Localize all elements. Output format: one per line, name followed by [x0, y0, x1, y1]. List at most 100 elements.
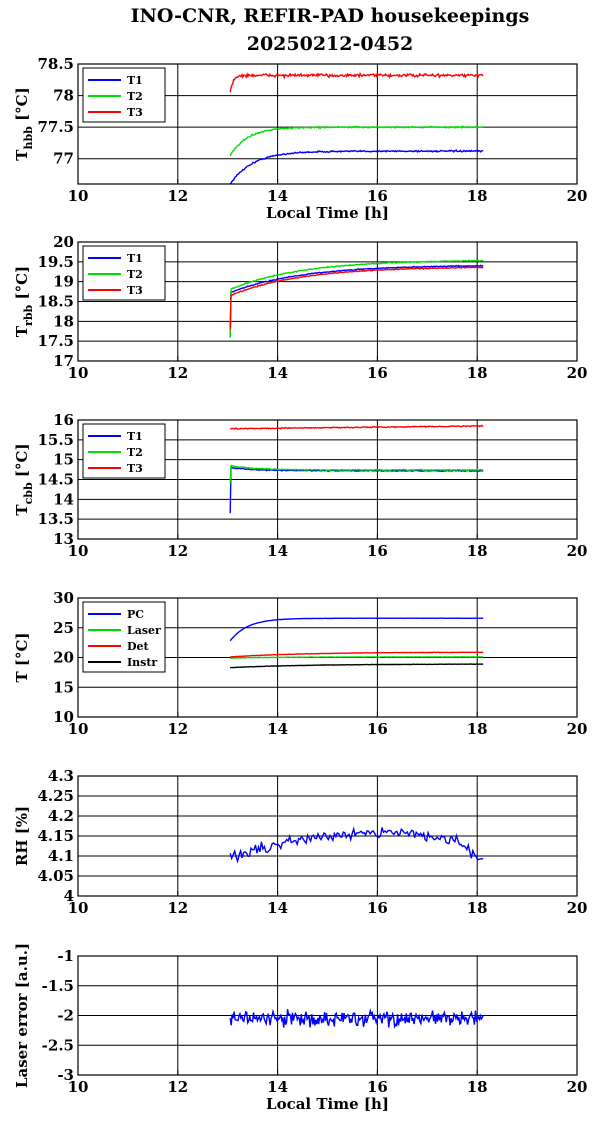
x-tick-label: 16: [367, 542, 388, 560]
x-tick-label: 16: [367, 187, 388, 205]
y-axis-label: Tcbb [°C]: [13, 443, 35, 515]
x-tick-label: 18: [467, 187, 488, 205]
legend-label: T1: [127, 252, 143, 265]
x-tick-label: 18: [467, 542, 488, 560]
legend-label: PC: [127, 608, 144, 621]
y-axis-label: Laser error [a.u.]: [13, 943, 31, 1088]
series-line-data: [229, 826, 484, 864]
x-tick-label: 20: [567, 1078, 588, 1096]
plot-frame: [77, 775, 578, 897]
legend: T1 T2 T3: [82, 423, 166, 479]
series-line-t1: [229, 466, 484, 514]
legend-label: Laser: [127, 624, 161, 637]
y-tick-label: 20: [53, 649, 74, 667]
series-line-data: [229, 1008, 484, 1030]
plot-frame: [77, 63, 578, 185]
y-tick-label: 19.5: [37, 253, 74, 271]
y-axis-label: Thbb [°C]: [13, 87, 35, 160]
series-line-pc: [229, 617, 484, 642]
x-tick-label: 20: [567, 542, 588, 560]
chart-panel-4: 10 12 14 16 18 20 10 15 20 25 30 T [°C] PC Laser Det In…: [13, 589, 587, 738]
x-tick-label: 12: [167, 542, 188, 560]
series-line-t1: [229, 264, 484, 338]
y-tick-label: 19: [53, 273, 74, 291]
x-axis-label: Local Time [h]: [266, 1095, 389, 1113]
x-tick-label: 10: [68, 899, 89, 917]
y-tick-label: 78.5: [37, 55, 74, 73]
y-tick-label: 4.2: [48, 807, 74, 825]
x-tick-label: 10: [68, 720, 89, 738]
legend-label: T3: [127, 284, 143, 297]
series-line-instr: [229, 663, 484, 669]
series-line-t1: [229, 149, 484, 185]
y-axis-label: RH [%]: [13, 806, 31, 866]
y-tick-label: 4.1: [48, 847, 74, 865]
y-tick-label: 4.05: [37, 867, 74, 885]
y-tick-label: 14.5: [37, 471, 74, 489]
x-tick-label: 10: [68, 187, 89, 205]
x-tick-label: 18: [467, 720, 488, 738]
y-tick-label: -3: [57, 1066, 74, 1084]
figure-title: INO-CNR, REFIR-PAD housekeepings: [131, 5, 530, 27]
y-tick-label: 77: [53, 150, 74, 168]
y-tick-label: -1: [57, 947, 74, 965]
legend: T1 T2 T3: [82, 67, 166, 123]
x-tick-label: 14: [267, 187, 288, 205]
x-tick-label: 16: [367, 899, 388, 917]
plot-frame: [77, 241, 578, 362]
plot-frame: [77, 955, 578, 1076]
x-tick-label: 12: [167, 1078, 188, 1096]
x-tick-label: 12: [167, 720, 188, 738]
x-tick-label: 14: [267, 720, 288, 738]
legend: T1 T2 T3: [82, 245, 166, 301]
figure-subtitle: 20250212-0452: [247, 33, 414, 55]
x-tick-label: 14: [267, 542, 288, 560]
legend: PC Laser Det Instr: [82, 601, 166, 673]
y-tick-label: 78: [53, 87, 74, 105]
x-tick-label: 14: [267, 899, 288, 917]
y-tick-label: 4.15: [37, 827, 74, 845]
series-line-t2: [229, 259, 484, 338]
legend-label: Det: [127, 640, 150, 653]
legend-label: T2: [127, 268, 143, 281]
x-tick-label: 20: [567, 364, 588, 382]
x-tick-label: 18: [467, 1078, 488, 1096]
y-tick-label: 15.5: [37, 431, 74, 449]
x-tick-label: 12: [167, 899, 188, 917]
x-tick-label: 18: [467, 899, 488, 917]
y-tick-label: 17: [53, 352, 74, 370]
y-tick-label: 15: [53, 451, 74, 469]
y-axis-label: Trbb [°C]: [13, 266, 35, 337]
legend-label: T1: [127, 430, 143, 443]
y-tick-label: 4.25: [37, 787, 74, 805]
series-line-t2: [229, 464, 484, 484]
y-tick-label: 16: [53, 411, 74, 429]
y-tick-label: -2.5: [42, 1036, 74, 1054]
x-tick-label: 18: [467, 364, 488, 382]
y-tick-label: 4: [64, 887, 74, 905]
x-tick-label: 16: [367, 1078, 388, 1096]
x-axis-label: Local Time [h]: [266, 204, 389, 222]
series-line-laser: [230, 655, 484, 659]
series-line-t3: [229, 266, 484, 330]
x-tick-label: 20: [567, 899, 588, 917]
x-tick-label: 16: [367, 364, 388, 382]
chart-panel-1: 10 12 14 16 18 20 77 77.5 78 78.5 Local Time [h] Th…: [13, 55, 587, 222]
x-tick-label: 20: [567, 720, 588, 738]
series-line-t2: [229, 125, 484, 157]
x-tick-label: 14: [267, 364, 288, 382]
y-tick-label: 14: [53, 490, 74, 508]
x-tick-label: 12: [167, 187, 188, 205]
x-tick-label: 20: [567, 187, 588, 205]
legend-label: T3: [127, 462, 143, 475]
plot-frame: [77, 597, 578, 718]
y-tick-label: 15: [53, 678, 74, 696]
y-tick-label: 4.3: [48, 767, 74, 785]
y-tick-label: 17.5: [37, 332, 74, 350]
plot-frame: [77, 419, 578, 540]
y-tick-label: 13.5: [37, 510, 74, 528]
y-tick-label: 25: [53, 619, 74, 637]
chart-panel-6: 10 12 14 16 18 20 -3 -2.5 -2 -1.5 -1 Local Time [h]…: [13, 943, 587, 1113]
